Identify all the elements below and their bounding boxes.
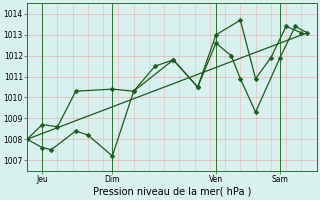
X-axis label: Pression niveau de la mer( hPa ): Pression niveau de la mer( hPa ) [92, 187, 251, 197]
